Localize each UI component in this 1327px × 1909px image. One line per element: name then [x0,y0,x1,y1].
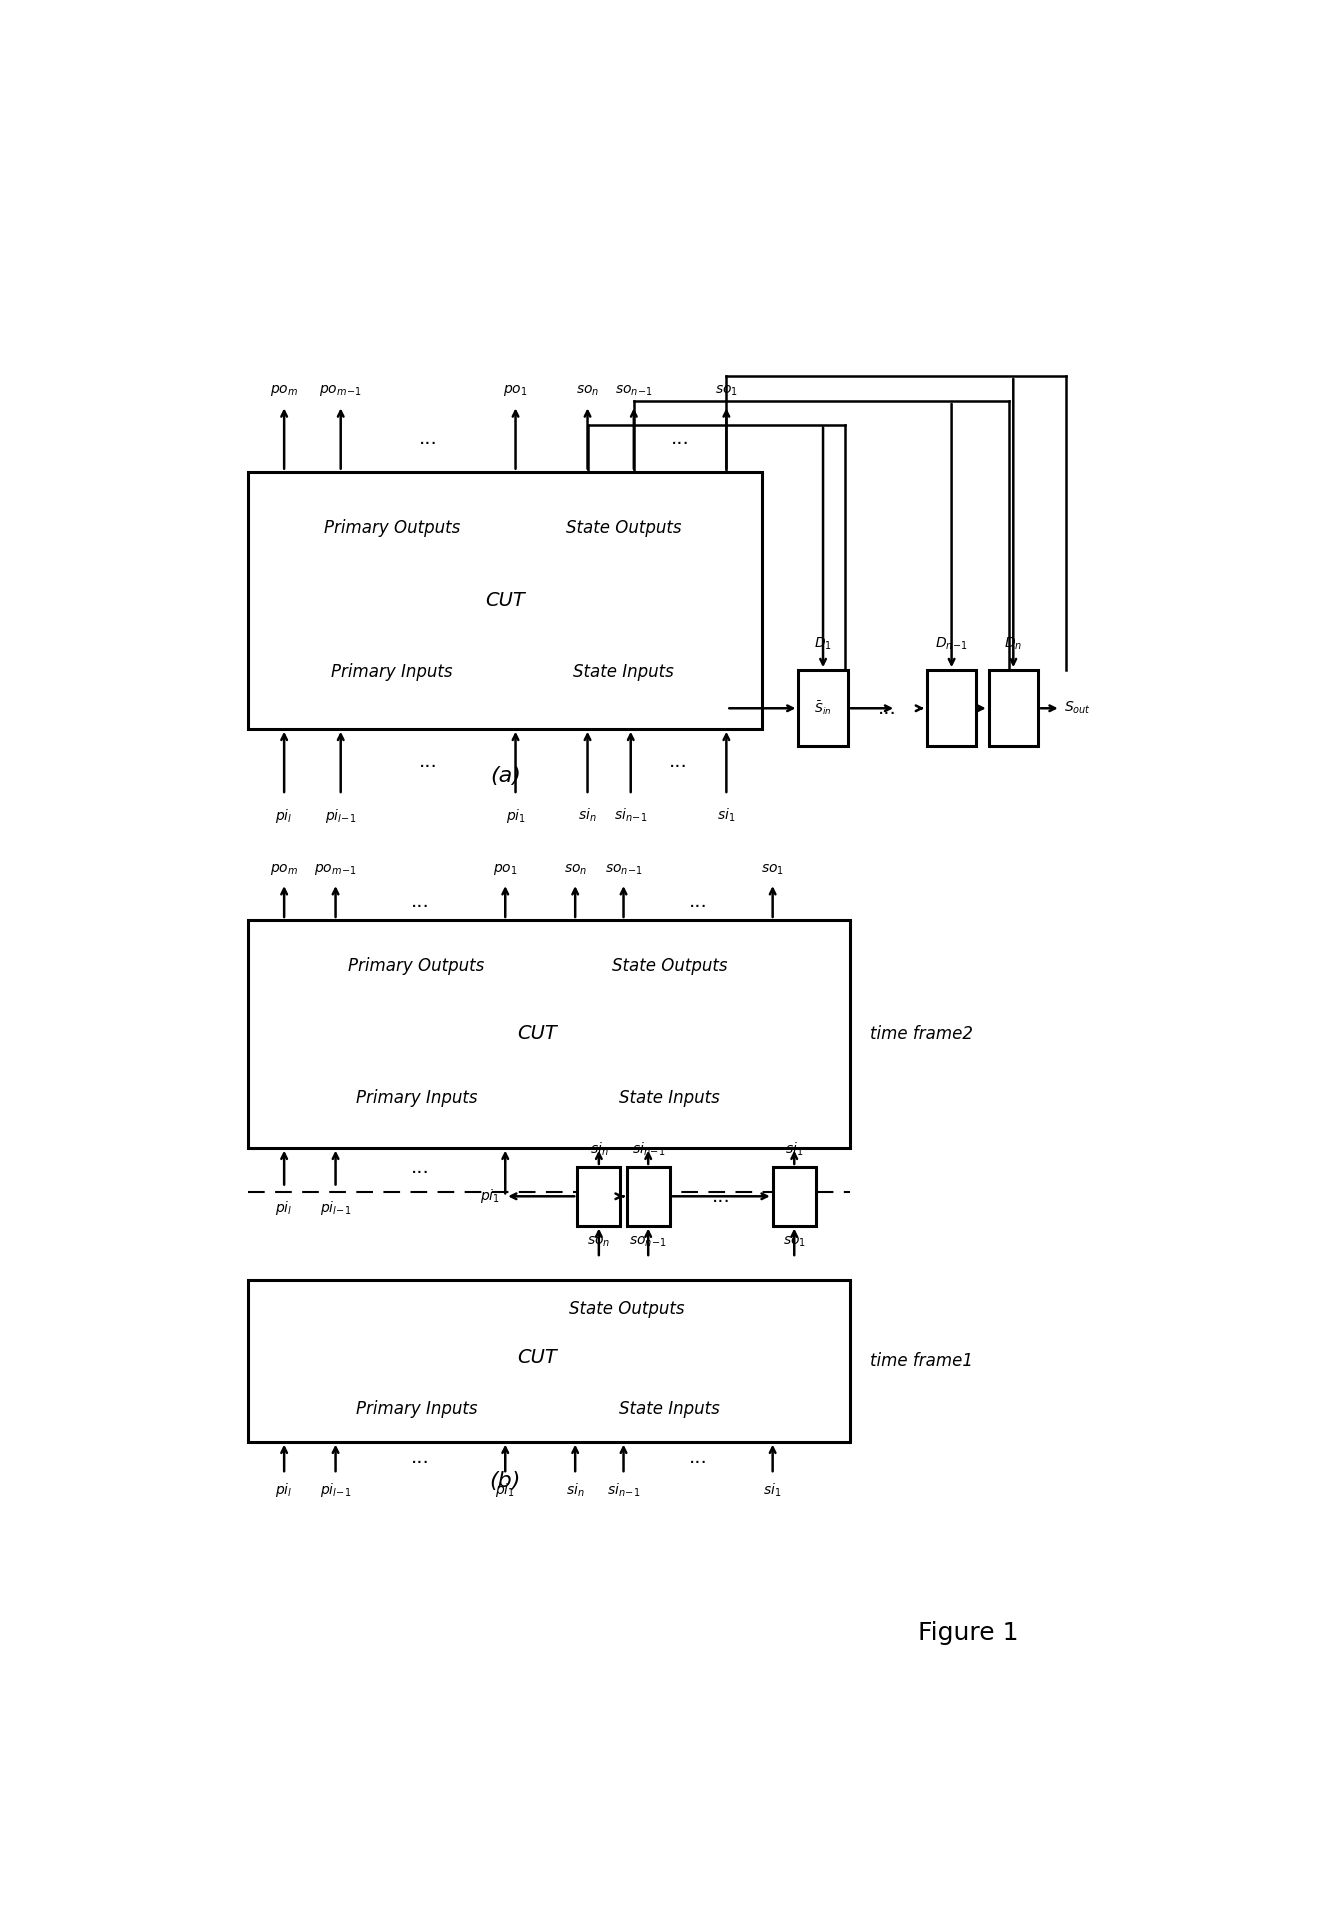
Text: $pi_l$: $pi_l$ [276,1199,293,1218]
Bar [772,1166,816,1226]
Bar [577,1166,621,1226]
Text: $po_m$: $po_m$ [271,384,299,399]
Text: State Inputs: State Inputs [618,1088,719,1107]
Text: $pi_1$: $pi_1$ [506,808,525,825]
Text: $so_1$: $so_1$ [715,384,738,399]
Text: $po_1$: $po_1$ [503,384,528,399]
Text: $po_{m\!-\!1}$: $po_{m\!-\!1}$ [314,863,357,878]
Text: $so_{n\!-\!1}$: $so_{n\!-\!1}$ [614,384,653,399]
Text: Primary Inputs: Primary Inputs [356,1088,478,1107]
Text: ...: ... [689,892,707,911]
Text: $si_n$: $si_n$ [565,1481,584,1499]
Text: $si_1$: $si_1$ [763,1481,782,1499]
Text: $pi_l$: $pi_l$ [276,808,293,825]
Text: ...: ... [411,1159,430,1178]
Text: CUT: CUT [518,1025,557,1044]
Text: $po_m$: $po_m$ [271,863,299,878]
Text: Primary Inputs: Primary Inputs [332,662,453,682]
Text: Primary Outputs: Primary Outputs [349,956,484,974]
Text: $pi_1$: $pi_1$ [480,1187,500,1205]
Bar [626,1166,670,1226]
Text: $so_{n\!-\!1}$: $so_{n\!-\!1}$ [605,863,642,878]
Text: $si_{n\!-\!1}$: $si_{n\!-\!1}$ [614,808,648,825]
Text: $si_{n\!-\!1}$: $si_{n\!-\!1}$ [606,1481,640,1499]
Bar [926,670,977,746]
Text: $pi_{l\!-\!1}$: $pi_{l\!-\!1}$ [325,808,357,825]
Text: $S_{out}$: $S_{out}$ [1064,701,1091,716]
Text: State Outputs: State Outputs [569,1300,685,1319]
Text: ...: ... [411,892,430,911]
Text: ...: ... [670,430,690,449]
Text: $so_1$: $so_1$ [762,863,784,878]
Bar [248,1281,849,1441]
Text: time frame1: time frame1 [871,1352,973,1371]
Text: Primary Inputs: Primary Inputs [356,1401,478,1418]
Text: CUT: CUT [518,1348,557,1367]
Text: $D_n$: $D_n$ [1005,636,1022,653]
Text: $si_n$: $si_n$ [589,1142,608,1159]
Text: ...: ... [419,430,438,449]
Text: $po_1$: $po_1$ [492,863,518,878]
Text: ...: ... [711,1187,731,1206]
Text: $pi_{l\!-\!1}$: $pi_{l\!-\!1}$ [320,1199,352,1218]
Text: (b): (b) [490,1472,522,1491]
Text: $so_n$: $so_n$ [588,1235,610,1248]
Text: $si_n$: $si_n$ [579,808,597,825]
Text: (a): (a) [490,766,520,787]
Text: $so_{n\!-\!1}$: $so_{n\!-\!1}$ [629,1235,667,1248]
Text: State Inputs: State Inputs [618,1401,719,1418]
Bar [799,670,848,746]
Text: $D_{n\!-\!1}$: $D_{n\!-\!1}$ [936,636,967,653]
Text: $po_{m\!-\!1}$: $po_{m\!-\!1}$ [320,384,362,399]
Text: $pi_1$: $pi_1$ [495,1481,515,1499]
Text: State Inputs: State Inputs [573,662,674,682]
Text: ...: ... [411,1449,430,1468]
Text: $si_{n\!-\!1}$: $si_{n\!-\!1}$ [632,1142,665,1159]
Text: $so_1$: $so_1$ [783,1235,805,1248]
Text: $D_1$: $D_1$ [813,636,832,653]
Bar [989,670,1038,746]
Text: $so_n$: $so_n$ [564,863,587,878]
Text: CUT: CUT [486,590,525,609]
Bar [248,920,849,1147]
Text: Primary Outputs: Primary Outputs [324,519,460,536]
Text: ...: ... [689,1449,707,1468]
Text: State Outputs: State Outputs [565,519,681,536]
Text: Figure 1: Figure 1 [918,1621,1018,1646]
Text: ...: ... [669,752,687,771]
Text: time frame2: time frame2 [871,1025,973,1042]
Text: $pi_{l\!-\!1}$: $pi_{l\!-\!1}$ [320,1481,352,1499]
Text: $pi_l$: $pi_l$ [276,1481,293,1499]
Text: $si_1$: $si_1$ [786,1142,803,1159]
Text: $\bar{S}_{in}$: $\bar{S}_{in}$ [815,699,832,718]
Text: $so_n$: $so_n$ [576,384,600,399]
Bar [248,472,762,729]
Text: State Outputs: State Outputs [612,956,727,974]
Text: ...: ... [419,752,438,771]
Text: $si_1$: $si_1$ [717,808,735,825]
Text: ...: ... [878,699,897,718]
